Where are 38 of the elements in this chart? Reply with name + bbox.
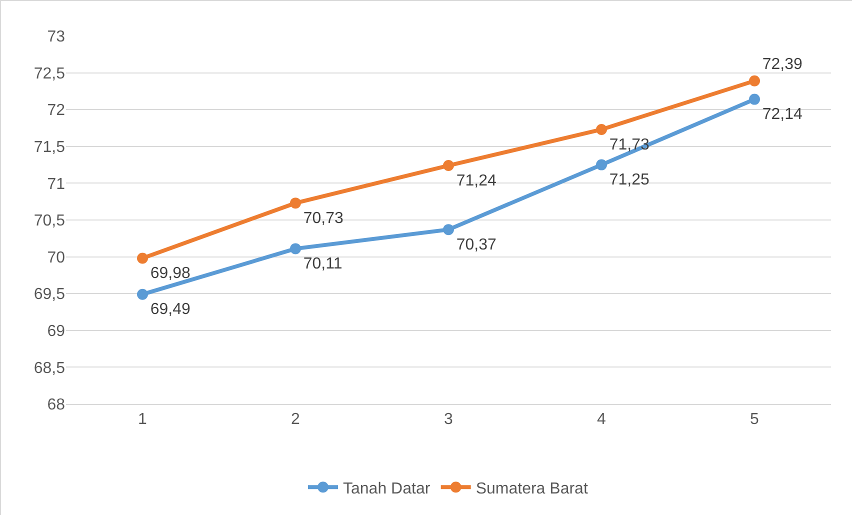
point [749,94,760,105]
point [596,159,607,170]
point [290,198,301,209]
point [443,160,454,172]
data-label: 70,37 [456,236,497,254]
x-tick-label: 5 [750,411,760,428]
y-tick-label: 70,5 [34,212,66,230]
data-label: 69,98 [150,265,191,282]
data-label: 71,73 [609,136,650,154]
data-label: 72,39 [762,56,803,74]
data-label: 71,24 [456,172,497,190]
y-tick-label: 69 [47,323,66,340]
legend-label: Sumatera Barat [476,480,588,498]
x-tick-label: 2 [291,411,300,428]
y-tick-label: 72 [47,102,66,120]
x-tick-label: 1 [138,411,148,428]
legend-label: Tanah Datar [343,480,431,498]
data-label: 71,25 [609,172,650,189]
y-tick-label: 71,5 [34,139,66,156]
y-tick-label: 69,5 [34,286,66,304]
y-tick-label: 73 [47,28,66,46]
x-tick-label: 4 [597,411,606,428]
data-label: 70,11 [303,256,342,273]
x-tick-label: 3 [444,411,454,428]
y-tick-label: 72,5 [34,65,66,82]
data-label: 70,73 [303,210,344,227]
point [137,252,148,264]
y-tick-label: 68,5 [34,360,66,377]
data-label: 69,49 [150,301,191,318]
y-tick-label: 71 [47,176,66,193]
y-tick-label: 70 [47,249,66,266]
y-tick-label: 68 [47,396,66,414]
point [596,124,607,135]
point [290,243,301,254]
point [443,224,454,236]
point [137,288,148,300]
point [749,75,760,86]
data-label: 72,14 [762,106,803,124]
